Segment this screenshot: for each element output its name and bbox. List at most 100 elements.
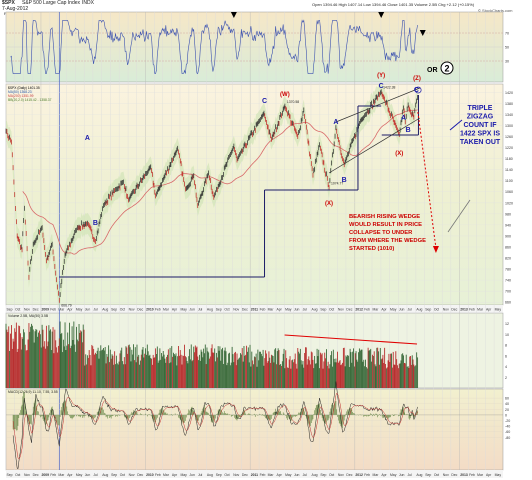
x-tick-label: Feb	[469, 308, 475, 312]
x-tick-label: Jul	[303, 308, 308, 312]
price-legend-entry: BB(20,2.0) 1415.42 - 1358.37	[8, 98, 52, 102]
x-tick-label: Nov	[233, 308, 239, 312]
x-tick-label: Sep	[111, 308, 117, 312]
triple-zigzag-line: TRIPLE	[468, 105, 493, 112]
volume-tick-label: 6	[505, 354, 507, 358]
macd-tick-label: 0	[505, 413, 507, 417]
macd-tick-label: -80	[505, 436, 510, 440]
x-tick-label-bottom: May	[390, 473, 397, 477]
wave-c1-label: C	[262, 98, 267, 105]
wedge-lower-line	[328, 117, 421, 174]
y-tick-label: 1220	[505, 146, 513, 150]
credit-text: © StockCharts.com	[478, 8, 513, 13]
macd-signal-line	[12, 392, 418, 460]
x-tick-label: Mar	[268, 308, 275, 312]
down-arrow-marker	[419, 30, 426, 36]
x-tick-label: Apr	[276, 308, 282, 312]
x-tick-label: Sep	[7, 308, 13, 312]
price-value-label: 1370.58	[287, 100, 299, 104]
bearish-wedge-line: STARTED (1010)	[349, 246, 394, 252]
projection-arrow-head	[432, 246, 439, 253]
x-tick-label-bottom: 2009	[41, 473, 49, 477]
x-tick-label: May	[285, 308, 292, 312]
x-tick-label: Jul	[407, 308, 412, 312]
x-tick-label: Sep	[425, 308, 431, 312]
y-tick-label: 660	[505, 301, 511, 305]
price-legend-entry: $SPX (Daily) 1401.35	[8, 86, 40, 90]
x-tick-label: Oct	[15, 308, 20, 312]
price-legend-entry: MA(50) 1368.23	[8, 90, 32, 94]
x-tick-label-bottom: Jul	[198, 473, 203, 477]
x-tick-label-bottom: Nov	[24, 473, 30, 477]
x-tick-label-bottom: Jun	[399, 473, 405, 477]
rsi-tick-label: 50	[505, 46, 509, 50]
macd-tick-label: 40	[505, 402, 509, 406]
wave-c3-label: C	[414, 87, 419, 94]
x-tick-label-bottom: Jul	[93, 473, 98, 477]
macd-tick-label: -20	[505, 419, 510, 423]
wave-x-label: (X)	[325, 201, 333, 207]
x-tick-label-bottom: Mar	[373, 473, 380, 477]
price-legend-entry: MA(200) 1351.99	[8, 94, 34, 98]
x-tick-label: Jun	[189, 308, 195, 312]
x-tick-label: Dec	[33, 308, 39, 312]
x-tick-label-bottom: Feb	[155, 473, 161, 477]
wave-a1-label: A	[85, 135, 90, 142]
projection-arrow-line	[417, 111, 437, 249]
x-tick-label-bottom: Oct	[224, 473, 229, 477]
x-tick-label-bottom: Sep	[216, 473, 222, 477]
macd-tick-label: 60	[505, 397, 509, 401]
x-tick-label: Sep	[216, 308, 222, 312]
x-tick-label: Sep	[320, 308, 326, 312]
volume-tick-label: 8	[505, 344, 507, 348]
wave-c3-marker	[414, 86, 422, 94]
x-tick-label-bottom: Sep	[320, 473, 326, 477]
macd-panel	[5, 388, 504, 471]
x-tick-label-bottom: Nov	[443, 473, 449, 477]
x-tick-label-bottom: Feb	[469, 473, 475, 477]
y-tick-label: 940	[505, 223, 511, 227]
x-tick-label-bottom: 2012	[355, 473, 363, 477]
x-tick-label-bottom: Feb	[50, 473, 56, 477]
rsi-tick-label: 70	[505, 32, 509, 36]
x-tick-label-bottom: Sep	[111, 473, 117, 477]
x-tick-label: 2012	[355, 308, 363, 312]
y-tick-label: 1020	[505, 201, 513, 205]
x-tick-label: Mar	[373, 308, 380, 312]
y-tick-label: 1260	[505, 135, 513, 139]
x-tick-label-bottom: Dec	[137, 473, 143, 477]
chart-exchange: INDX	[82, 0, 94, 6]
x-tick-label-bottom: Feb	[364, 473, 370, 477]
x-tick-label: 2010	[146, 308, 154, 312]
x-tick-label-bottom: Jun	[294, 473, 300, 477]
x-tick-label: Nov	[443, 308, 449, 312]
x-tick-label-bottom: Apr	[172, 473, 178, 477]
x-tick-label-bottom: Oct	[120, 473, 125, 477]
y-tick-label: 980	[505, 212, 511, 216]
wave-x2-label: (X)	[395, 151, 403, 157]
y-tick-label: 900	[505, 234, 511, 238]
circled-two-text: 2	[444, 64, 449, 74]
triple-zigzag-line: ZIGZAG	[467, 114, 494, 121]
volume-trendline	[284, 334, 418, 345]
x-tick-label: Dec	[242, 308, 248, 312]
y-tick-label: 1300	[505, 124, 513, 128]
x-tick-label-bottom: Jun	[189, 473, 195, 477]
x-tick-label-bottom: Apr	[276, 473, 282, 477]
x-tick-label: Nov	[129, 308, 135, 312]
x-tick-label-bottom: Nov	[129, 473, 135, 477]
wave-c2-label: C	[379, 83, 384, 90]
macd-tick-label: -60	[505, 430, 510, 434]
x-tick-label-bottom: Apr	[486, 473, 492, 477]
x-tick-label: Dec	[451, 308, 457, 312]
x-tick-label: May	[495, 308, 502, 312]
x-tick-label-bottom: Jul	[407, 473, 412, 477]
x-tick-label-bottom: Oct	[15, 473, 20, 477]
wave-b2-label: B	[342, 177, 347, 184]
x-tick-label: 2009	[41, 308, 49, 312]
x-tick-label-bottom: Dec	[451, 473, 457, 477]
x-tick-label-bottom: Nov	[233, 473, 239, 477]
x-tick-label: Mar	[58, 308, 65, 312]
volume-tick-label: 12	[505, 322, 509, 326]
